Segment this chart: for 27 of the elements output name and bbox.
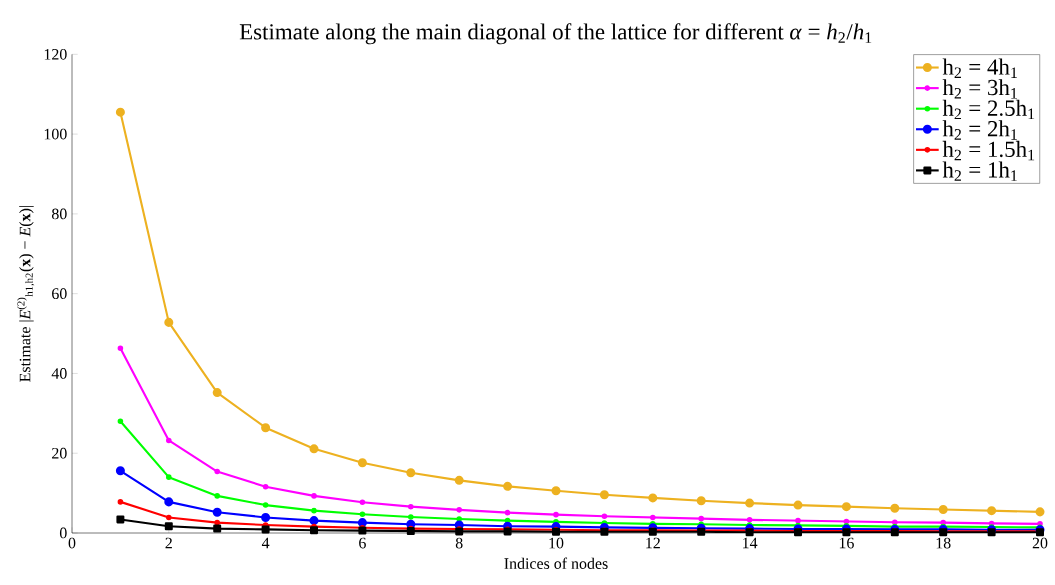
- x-tick-label: 18: [936, 537, 951, 549]
- x-tick-label: 16: [839, 537, 854, 549]
- legend-label: h$_{2}$ = 3h$_{1}$: [942, 79, 1017, 99]
- x-tick-label: 8: [455, 537, 463, 549]
- x-tick-label: 0: [68, 537, 76, 549]
- x-tick-label: 12: [646, 537, 660, 549]
- chart-title: Estimate along the main diagonal of the lattice for different α = h$_{2}$/h$_{1}$: [239, 23, 872, 45]
- y-tick-label: 80: [51, 208, 67, 220]
- legend-label: h$_{2}$ = 1h$_{1}$: [942, 161, 1017, 181]
- legend-label: h$_{2}$ = 2.5h$_{1}$: [942, 99, 1035, 120]
- x-tick-label: 10: [549, 537, 564, 549]
- y-tick-label: 40: [51, 368, 67, 379]
- text: Estimate |E$^{(2)}$$_{h1,h2}$(x) − E(x)|: [17, 206, 35, 382]
- legend-label: h$_{2}$ = 2h$_{1}$: [942, 120, 1017, 140]
- y-tick-label: 20: [52, 447, 67, 459]
- x-tick-label: 6: [359, 537, 366, 549]
- y-tick-label: 100: [44, 128, 67, 140]
- y-tick-label: 60: [52, 288, 67, 300]
- x-tick-label: 14: [743, 537, 758, 549]
- x-axis-title: Indices of nodes: [504, 557, 608, 569]
- y-tick-label: 0: [59, 527, 67, 539]
- x-tick-label: 2: [165, 537, 172, 549]
- x-tick-label: 4: [261, 537, 270, 549]
- y-tick-label: 120: [44, 48, 67, 60]
- legend-label: h$_{2}$ = 4h$_{1}$: [942, 58, 1017, 78]
- x-tick-label: 20: [1032, 537, 1048, 549]
- legend-label: h$_{2}$ = 1.5h$_{1}$: [942, 140, 1035, 161]
